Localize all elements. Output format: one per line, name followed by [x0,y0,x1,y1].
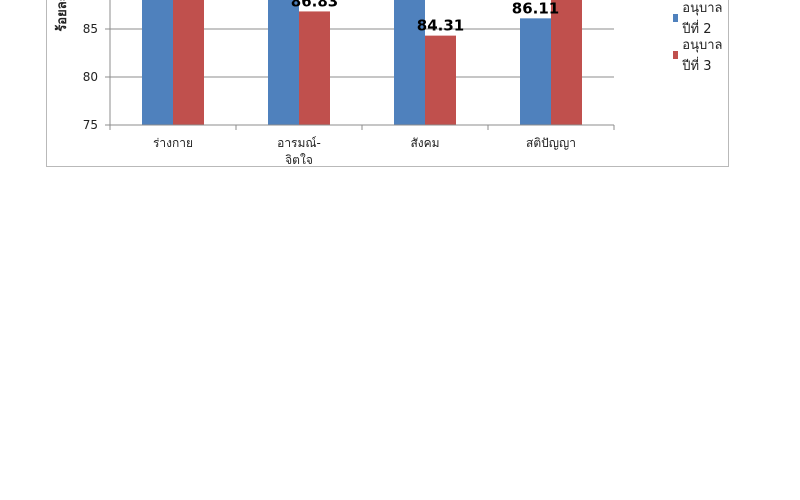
bar-s2-1 [173,0,204,125]
x-tick-label: สติปัญญา [526,136,576,150]
chart-frame: 75 80 85 ร้อยละร่างกาย อารมณ์- จิตใจ สังคม สติป… [46,0,729,167]
data-label: 86.11 [512,0,559,17]
legend-swatch-series-1 [673,13,679,22]
legend-label-series-1: อนุบาลปีที่ 2 [682,0,723,37]
bar-s2-3 [425,35,456,125]
x-tick-label: ร่างกาย [153,136,193,150]
data-label: 86.83 [291,0,338,10]
legend-swatch-series-2 [673,50,679,59]
x-tick-label: จิตใจ [285,153,313,167]
legend-label-series-2: อนุบาลปีที่ 3 [682,37,723,74]
bar-s1-3 [394,0,425,125]
data-label: 84.31 [417,17,464,35]
x-tick-label: อารมณ์- [277,136,321,150]
bar-s1-1 [142,0,173,125]
y-tick-label: 75 [83,118,98,132]
x-tick-label: สังคม [410,136,439,150]
legend-item-series-1: อนุบาลปีที่ 2 [673,0,728,37]
y-tick-label: 80 [83,70,98,84]
y-axis-label: ร้อยละ [54,0,70,32]
bar-s2-4 [551,0,582,125]
legend-item-series-2: อนุบาลปีที่ 3 [673,36,728,74]
y-tick-label: 85 [83,22,98,36]
bar-s1-2 [268,0,299,125]
bar-s2-2 [299,11,330,125]
legend: อนุบาลปีที่ 2 อนุบาลปีที่ 3 [673,0,728,74]
bar-s1-4 [520,18,551,125]
